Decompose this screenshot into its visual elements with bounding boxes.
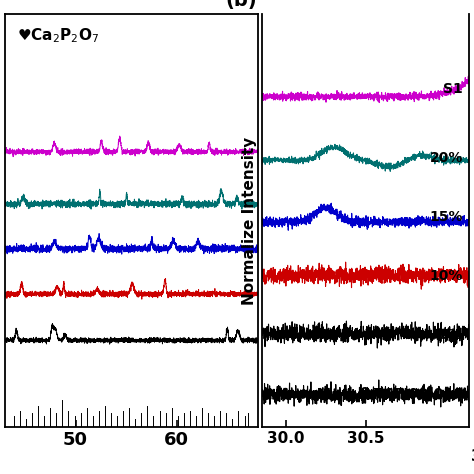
Text: 5%: 5%	[439, 328, 463, 342]
Text: β-TCP 09-016: β-TCP 09-016	[360, 387, 463, 401]
Text: 10%: 10%	[429, 269, 463, 283]
Text: 31: 31	[471, 449, 474, 464]
Y-axis label: Normalize Intensity: Normalize Intensity	[242, 137, 257, 304]
Text: 20%: 20%	[429, 151, 463, 165]
Text: S1: S1	[443, 82, 463, 96]
Text: ♥Ca$_2$P$_2$O$_7$: ♥Ca$_2$P$_2$O$_7$	[18, 27, 100, 46]
Text: (b): (b)	[225, 0, 256, 10]
Text: 15%: 15%	[429, 210, 463, 224]
